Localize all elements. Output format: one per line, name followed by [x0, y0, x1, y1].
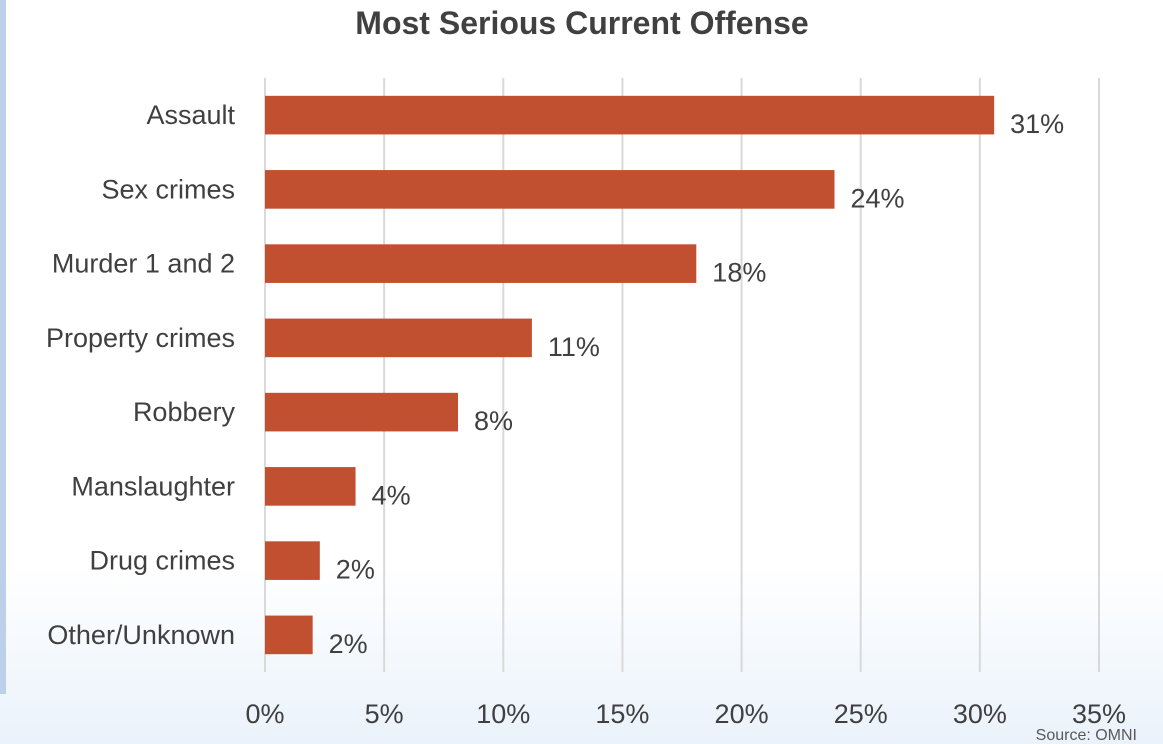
left-accent-rule: [0, 0, 6, 694]
category-label: Other/Unknown: [47, 620, 235, 650]
gridlines: [264, 78, 1100, 672]
bar: [265, 318, 532, 358]
data-label: 2%: [329, 629, 368, 659]
source-note: Source: OMNI: [1036, 727, 1137, 744]
x-tick-label: 0%: [245, 699, 284, 729]
category-label: Manslaughter: [71, 471, 235, 501]
category-label: Sex crimes: [101, 174, 235, 204]
data-label: 24%: [851, 183, 905, 213]
bar: [265, 467, 356, 506]
x-tick-label: 15%: [595, 699, 649, 729]
category-label: Murder 1 and 2: [52, 249, 235, 279]
bars: [265, 95, 995, 655]
bar: [265, 541, 320, 580]
bar: [265, 244, 697, 283]
bar: [265, 615, 313, 655]
x-tick-label: 30%: [953, 699, 1007, 729]
bar: [265, 392, 459, 432]
x-tick-label: 25%: [834, 699, 888, 729]
data-label: 11%: [548, 332, 600, 362]
data-label: 31%: [1010, 109, 1064, 139]
category-label: Robbery: [133, 397, 236, 427]
data-label: 4%: [372, 480, 411, 510]
data-label: 2%: [336, 555, 375, 585]
category-labels: Assault Sex crimes Murder 1 and 2 Property …: [46, 100, 236, 650]
data-labels: 31% 24% 18% 11% 8% 4% 2% 2%: [329, 109, 1065, 659]
bar: [265, 95, 995, 135]
x-tick-label: 35%: [1072, 699, 1126, 729]
data-label: 18%: [712, 258, 766, 288]
category-label: Property crimes: [46, 323, 235, 353]
category-label: Assault: [146, 100, 235, 130]
category-label: Drug crimes: [89, 546, 235, 576]
chart-title: Most Serious Current Offense: [355, 5, 808, 41]
x-tick-labels: 0% 5% 10% 15% 20% 25% 30% 35%: [245, 699, 1126, 729]
bar: [265, 170, 835, 209]
x-tick-label: 5%: [365, 699, 404, 729]
x-tick-label: 20%: [715, 699, 769, 729]
x-tick-label: 10%: [476, 699, 530, 729]
data-label: 8%: [474, 406, 513, 436]
